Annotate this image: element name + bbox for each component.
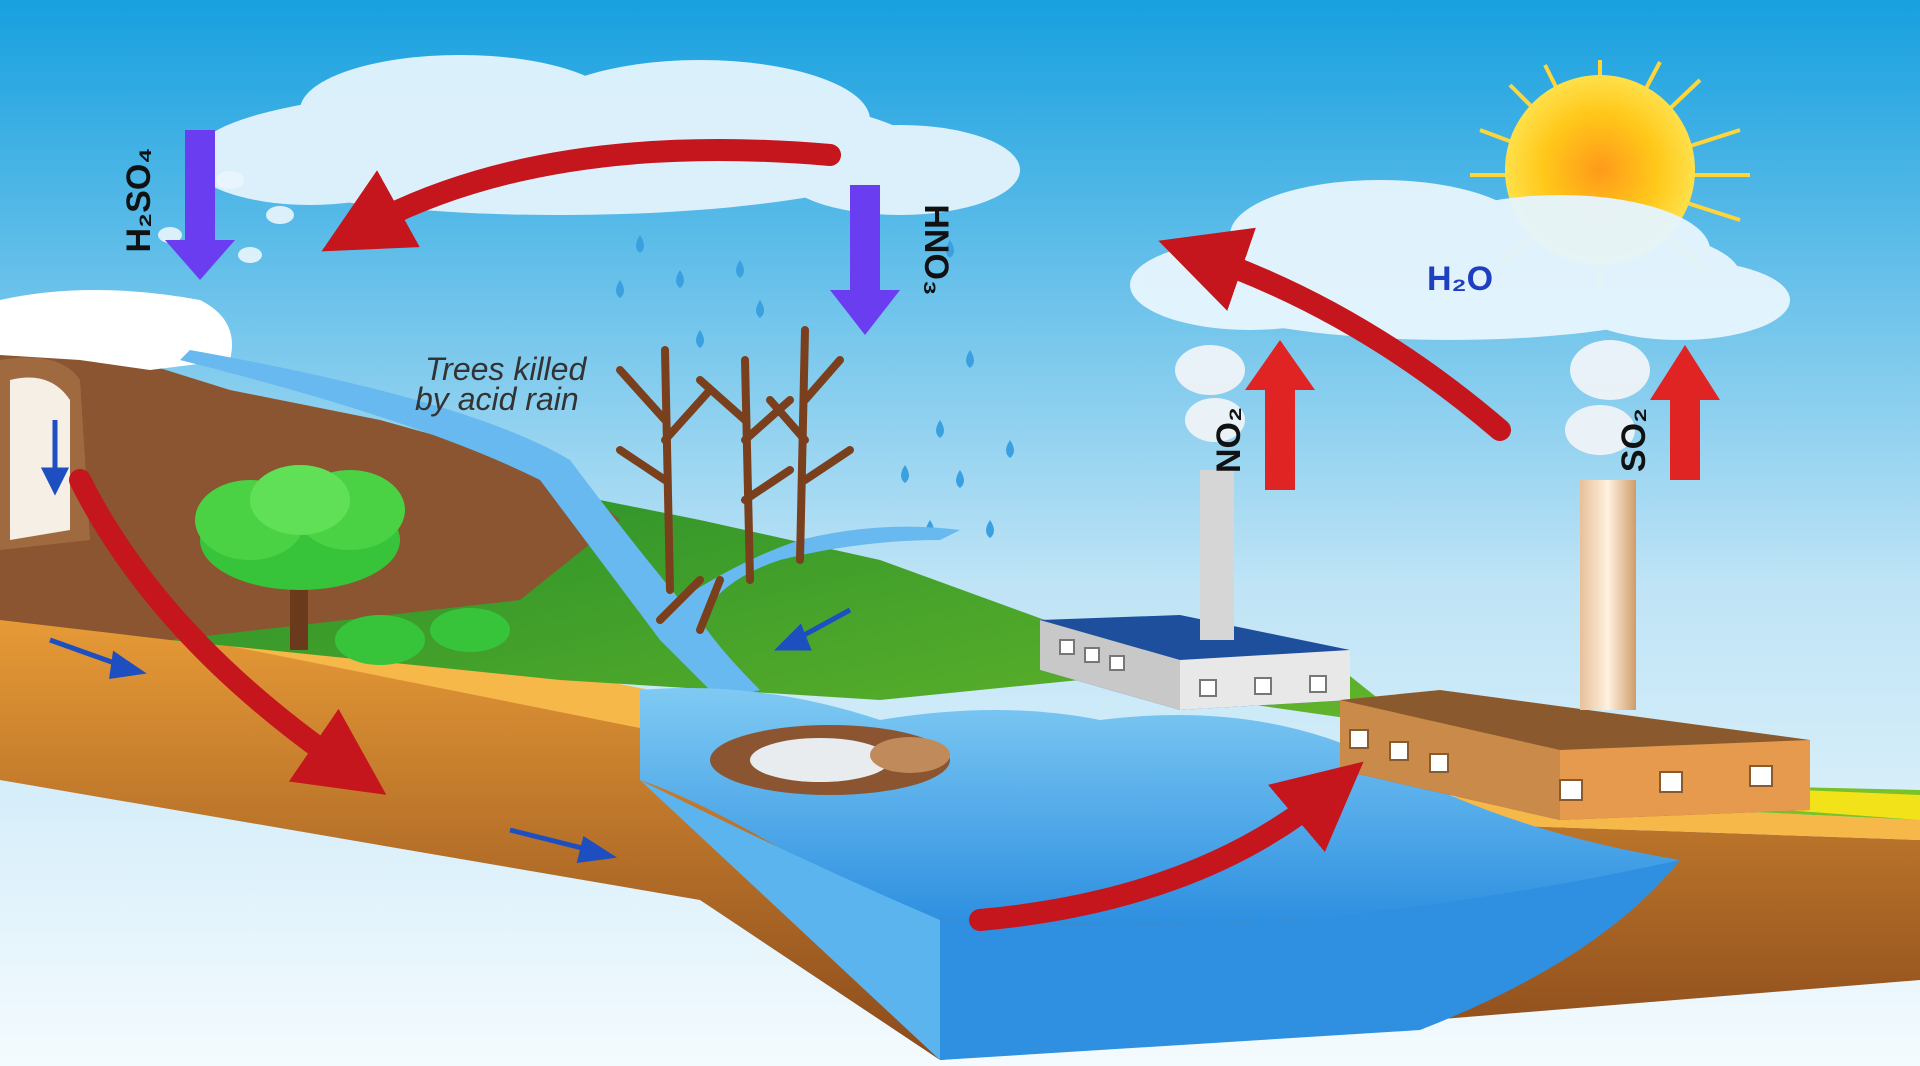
arrow-cloud-left <box>321 139 841 252</box>
no2-label: NO₂ <box>1210 407 1248 473</box>
cycle-arrows <box>69 139 1511 931</box>
flow-arrows <box>40 420 852 863</box>
h2o-label: H₂O <box>1427 260 1493 298</box>
raindrops <box>616 235 1014 538</box>
green-tree <box>195 465 405 650</box>
emission-arrows <box>1245 340 1720 490</box>
so2-up-arrow <box>1650 345 1720 480</box>
factory-small <box>1040 470 1350 710</box>
factory-large <box>1340 480 1810 820</box>
bushes <box>335 608 510 665</box>
trees-killed-label-line1: Trees killed <box>425 351 587 387</box>
arrow-into-ground <box>69 469 387 795</box>
hno3-down-arrow <box>830 185 900 335</box>
smoke <box>1175 340 1650 455</box>
no2-up-arrow <box>1245 340 1315 490</box>
h2so4-label: H₂SO₄ <box>120 148 158 253</box>
acid-droplets <box>158 171 294 263</box>
rock <box>710 725 950 795</box>
arrow-water-to-factory <box>969 761 1364 931</box>
acid-arrows <box>165 130 900 335</box>
hno3-label: HNO₃ <box>917 204 955 295</box>
dead-trees <box>616 326 854 634</box>
arrow-factory-to-cloud <box>1158 227 1511 441</box>
trees-killed-label-line2: by acid rain <box>415 381 579 417</box>
h2so4-down-arrow <box>165 130 235 280</box>
so2-label: SO₂ <box>1615 408 1653 472</box>
